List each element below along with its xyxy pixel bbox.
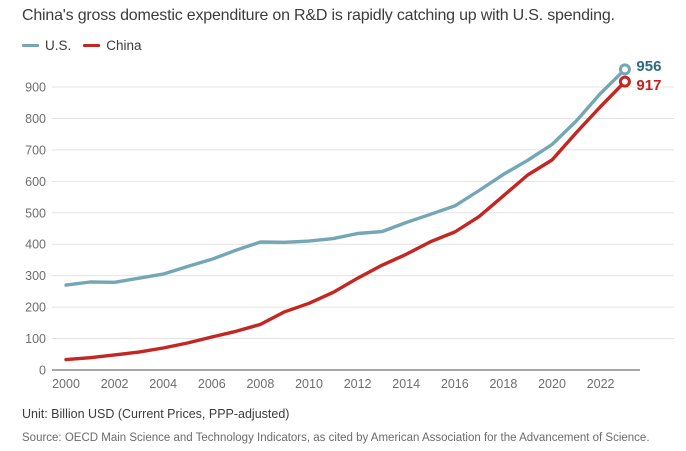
x-tick-label: 2022	[587, 377, 615, 391]
x-tick-label: 2014	[392, 377, 420, 391]
us-end-value-label: 956	[636, 58, 661, 75]
china-line-swatch	[83, 43, 101, 48]
y-tick-label: 100	[25, 332, 46, 346]
chart-title: China's gross domestic expenditure on R&…	[22, 7, 615, 24]
x-tick-label: 2004	[149, 377, 177, 391]
unit-note: Unit: Billion USD (Current Prices, PPP-a…	[22, 407, 290, 421]
x-tick-label: 2020	[538, 377, 566, 391]
us-line-swatch	[22, 43, 39, 48]
legend-label-china: China	[106, 38, 142, 53]
china-end-marker	[618, 75, 631, 88]
x-tick-label: 2000	[52, 377, 80, 391]
y-tick-label: 400	[25, 238, 46, 252]
x-tick-label: 2010	[295, 377, 323, 391]
x-tick-label: 2002	[101, 377, 129, 391]
source-note: Source: OECD Main Science and Technology…	[22, 432, 650, 444]
x-tick-label: 2016	[441, 377, 469, 391]
y-tick-label: 300	[25, 269, 46, 283]
us-end-marker	[618, 63, 631, 76]
y-tick-label: 800	[25, 112, 46, 126]
x-tick-label: 2008	[246, 377, 274, 391]
china-series-line	[64, 80, 627, 362]
y-tick-label: 200	[25, 301, 46, 315]
y-tick-label: 900	[25, 81, 46, 95]
y-tick-label: 700	[25, 143, 46, 157]
line-chart: 0 100 200 300 400 500 600 700 800 900 2000 2002 2004…	[25, 58, 674, 391]
x-tick-label: 2012	[344, 377, 372, 391]
x-tick-label: 2018	[489, 377, 517, 391]
y-tick-label: 0	[39, 364, 46, 378]
legend-label-us: U.S.	[45, 38, 72, 53]
y-tick-label: 600	[25, 175, 46, 189]
x-tick-label: 2006	[198, 377, 226, 391]
legend-item-china: China	[83, 38, 142, 53]
y-tick-label: 500	[25, 206, 46, 220]
legend-item-us: U.S.	[22, 38, 71, 53]
us-series-line	[64, 67, 627, 287]
china-end-value-label: 917	[636, 77, 661, 94]
legend: U.S. China	[22, 38, 142, 53]
